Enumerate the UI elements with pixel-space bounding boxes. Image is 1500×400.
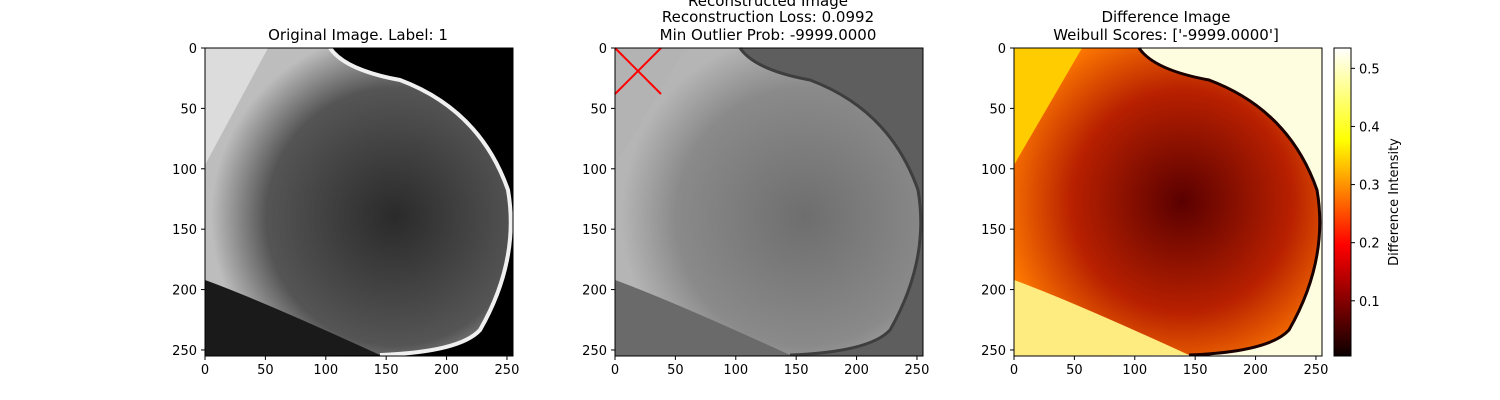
panel-difference-title-line-1: Difference Image — [1101, 8, 1230, 26]
x-tick-label: 150 — [374, 363, 399, 378]
y-tick-label: 100 — [172, 163, 197, 178]
x-tick-label: 150 — [1183, 363, 1208, 378]
x-tick-label: 250 — [495, 363, 520, 378]
panel-difference-title-line-2: Weibull Scores: ['-9999.0000'] — [1053, 26, 1279, 44]
y-tick-label: 150 — [981, 223, 1006, 238]
x-tick-label: 50 — [1066, 363, 1083, 378]
y-tick-label: 0 — [599, 42, 607, 57]
image-area — [614, 47, 923, 357]
colorbar-label: Difference Intensity — [1387, 138, 1402, 266]
pectoral-region — [1014, 48, 1082, 165]
axes-frame — [614, 47, 924, 357]
y-tick-label: 50 — [180, 102, 197, 117]
tissue-boundary — [738, 47, 923, 357]
y-tick-label: 250 — [582, 344, 607, 359]
lower-skin-fold — [615, 280, 790, 356]
x-tick-label: 150 — [784, 363, 809, 378]
image-area — [205, 46, 513, 357]
y-tick-label: 100 — [981, 163, 1006, 178]
y-tick-label: 50 — [989, 102, 1006, 117]
colorbar-tick-label: 0.5 — [1359, 62, 1380, 77]
x-tick-label: 0 — [611, 363, 619, 378]
y-tick-label: 250 — [172, 344, 197, 359]
colorbar-tick-label: 0.4 — [1359, 120, 1380, 135]
y-tick-label: 0 — [189, 42, 197, 57]
x-tick-label: 200 — [844, 363, 869, 378]
y-tick-label: 50 — [590, 102, 607, 117]
panel-original-title: Original Image. Label: 1 — [268, 26, 448, 44]
x-tick-label: 100 — [723, 363, 748, 378]
pectoral-region — [205, 48, 268, 165]
x-tick-label: 200 — [434, 363, 459, 378]
panel-reconstructed-title-line-2: Reconstruction Loss: 0.0992 — [662, 8, 874, 26]
x-tick-label: 250 — [905, 363, 930, 378]
x-tick-label: 200 — [1243, 363, 1268, 378]
breast-tissue — [205, 48, 511, 355]
y-tick-label: 150 — [582, 223, 607, 238]
axes-frame — [204, 47, 514, 357]
panel-reconstructed-title-line-3: Min Outlier Prob: -9999.0000 — [660, 26, 877, 44]
lower-skin-fold — [205, 280, 380, 356]
red-x-marker — [614, 47, 662, 95]
x-tick-label: 50 — [257, 363, 274, 378]
tissue-boundary — [328, 46, 513, 357]
x-tick-label: 0 — [1010, 363, 1018, 378]
y-tick-label: 200 — [981, 284, 1006, 299]
x-tick-label: 100 — [1122, 363, 1147, 378]
colorbar-tick-label: 0.3 — [1359, 179, 1380, 194]
y-tick-label: 200 — [582, 284, 607, 299]
y-tick-label: 0 — [998, 42, 1006, 57]
y-tick-label: 200 — [172, 284, 197, 299]
x-tick-label: 100 — [313, 363, 338, 378]
y-tick-label: 150 — [172, 223, 197, 238]
y-tick-label: 250 — [981, 344, 1006, 359]
colorbar-gradient — [1333, 47, 1352, 357]
panel-difference: Difference Image Weibull Scores: ['-9999… — [981, 8, 1328, 378]
tissue-boundary — [1137, 47, 1322, 357]
panel-reconstructed-title-line-1: Reconstructed Image — [688, 0, 848, 10]
colorbar-tick-label: 0.2 — [1359, 237, 1380, 252]
image-area — [1014, 47, 1322, 357]
breast-tissue — [1014, 48, 1320, 355]
x-tick-label: 50 — [667, 363, 684, 378]
lower-skin-fold — [1014, 280, 1189, 356]
colorbar: 0.1 0.2 0.3 0.4 0.5 Difference Intensity — [1333, 47, 1402, 357]
x-tick-label: 250 — [1304, 363, 1329, 378]
axes-frame — [1013, 47, 1323, 357]
breast-tissue — [615, 48, 921, 355]
panel-reconstructed: Reconstructed Image Reconstruction Loss:… — [582, 0, 929, 378]
x-tick-label: 0 — [201, 363, 209, 378]
panel-original: Original Image. Label: 1 0 50 100 150 200 250… — [172, 26, 519, 378]
y-tick-label: 100 — [582, 163, 607, 178]
colorbar-tick-label: 0.1 — [1359, 295, 1380, 310]
